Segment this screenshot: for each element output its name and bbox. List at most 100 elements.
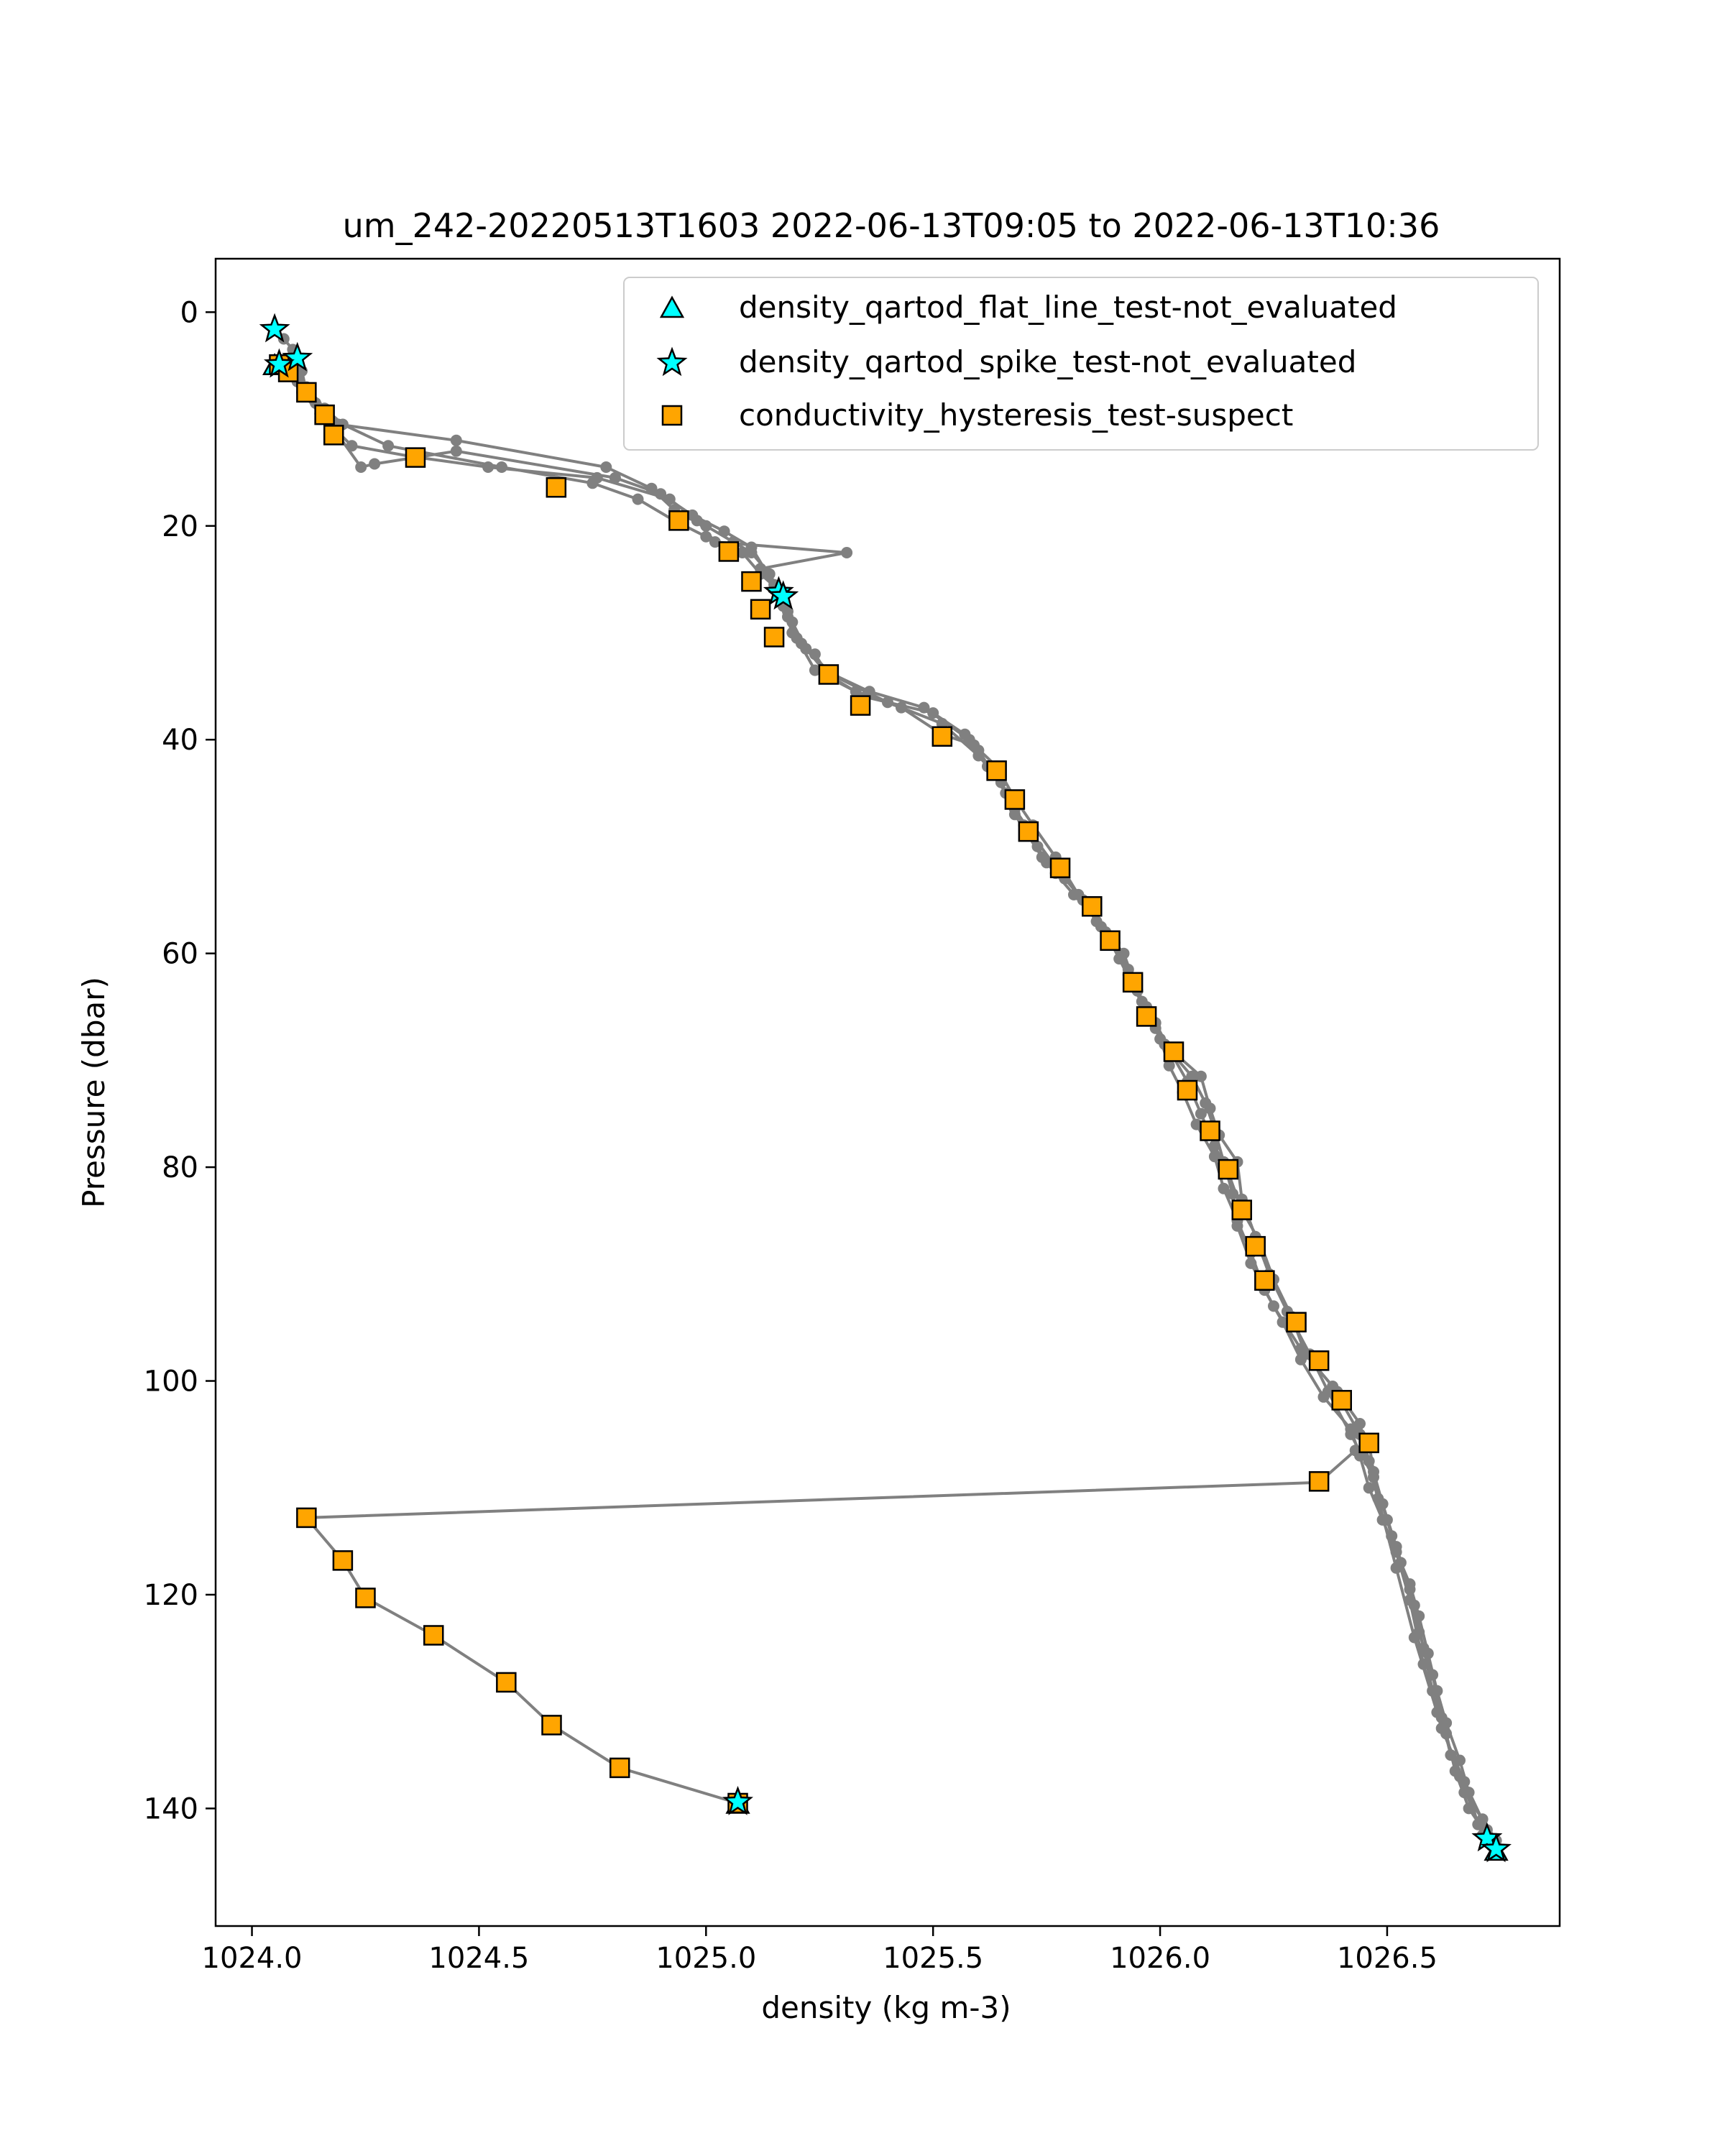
profile-point <box>1435 1722 1448 1734</box>
hysteresis-test-marker <box>1177 1079 1198 1101</box>
spike-test-marker <box>768 580 799 610</box>
spike-test-marker <box>263 348 295 378</box>
profile-point <box>346 440 358 452</box>
y-tick-label: 120 <box>144 1579 198 1612</box>
legend-triangle-marker <box>659 295 685 318</box>
profile-point <box>1413 1610 1425 1622</box>
profile-point <box>1276 1316 1289 1328</box>
hysteresis-test-marker <box>1049 857 1071 878</box>
hysteresis-test-marker <box>296 382 317 403</box>
profile-point <box>1268 1300 1279 1312</box>
y-tick-label: 60 <box>162 938 198 971</box>
profile-point <box>850 686 862 698</box>
hysteresis-test-marker <box>1245 1235 1266 1257</box>
legend: density_qartod_flat_line_test-not_evalua… <box>623 277 1539 451</box>
profile-point <box>809 664 821 676</box>
hysteresis-test-marker <box>1286 1312 1307 1332</box>
chart-title: um_242-20220513T1603 2022-06-13T09:05 to… <box>343 206 1440 245</box>
hysteresis-test-marker <box>423 1625 444 1646</box>
profile-point <box>591 471 603 484</box>
hysteresis-test-marker <box>932 726 953 747</box>
profile-point <box>1417 1658 1430 1670</box>
profile-point <box>1190 1118 1202 1130</box>
profile-point <box>1349 1445 1361 1457</box>
legend-star-marker <box>656 346 688 377</box>
axes-frame <box>214 257 1561 1927</box>
profile-point <box>709 536 721 548</box>
y-tick-label: 100 <box>144 1365 198 1399</box>
x-axis: 1024.0 1024.5 1025.0 1025.5 1026.0 1026.5 <box>202 1926 1438 1975</box>
profile-point <box>1227 1188 1239 1200</box>
hysteresis-test-marker <box>763 627 785 648</box>
profile-point <box>1463 1802 1475 1815</box>
profile-point <box>1300 1348 1312 1360</box>
profile-point <box>1095 921 1107 933</box>
x-tick-label: 1025.0 <box>656 1942 756 1975</box>
hysteresis-test-marker <box>750 599 771 620</box>
hysteresis-test-marker <box>496 1672 517 1693</box>
profile-point <box>1322 1386 1334 1398</box>
y-tick-label: 20 <box>162 510 198 543</box>
y-tick-label: 80 <box>162 1151 198 1184</box>
profile-point <box>700 530 712 543</box>
legend-square-marker <box>661 405 683 426</box>
x-tick-label: 1026.5 <box>1337 1942 1438 1975</box>
profile-point <box>841 547 853 558</box>
profile-point <box>1445 1749 1457 1761</box>
profile-point <box>896 701 907 714</box>
hysteresis-test-marker <box>405 447 426 468</box>
spike-test-marker <box>722 1785 753 1815</box>
profile-point <box>763 568 776 580</box>
hysteresis-test-marker <box>1254 1270 1275 1291</box>
profile-point <box>1204 1102 1216 1115</box>
profile-point <box>355 461 367 473</box>
profile-point <box>700 520 712 532</box>
profile-point <box>1476 1813 1489 1825</box>
profile-point <box>1031 840 1044 852</box>
profile-point <box>1363 1482 1375 1494</box>
profile-point <box>1363 1455 1375 1468</box>
y-tick-label: 140 <box>144 1792 198 1825</box>
legend-frame <box>623 277 1539 451</box>
profile-point <box>927 707 939 719</box>
hysteresis-test-marker <box>355 1588 376 1608</box>
profile-point <box>1345 1428 1357 1440</box>
profile-point <box>1390 1541 1402 1553</box>
hysteresis-test-marker <box>1018 821 1039 842</box>
profile-point <box>1041 857 1053 869</box>
profile-point <box>745 541 758 553</box>
profile-point <box>1376 1498 1389 1510</box>
x-tick-label: 1024.0 <box>202 1942 303 1975</box>
y-tick-label: 0 <box>180 296 198 329</box>
x-tick-label: 1026.0 <box>1110 1942 1210 1975</box>
profile-point <box>645 482 658 494</box>
profile-point <box>609 471 621 484</box>
profile-point <box>1195 1107 1207 1120</box>
profile-point <box>1208 1151 1220 1163</box>
hysteresis-test-marker <box>1100 930 1121 952</box>
profile-point <box>1454 1754 1466 1766</box>
hysteresis-test-marker <box>1122 972 1144 993</box>
x-tick-label: 1025.5 <box>883 1942 983 1975</box>
profile-point <box>1427 1669 1439 1681</box>
profile-point <box>1404 1594 1416 1606</box>
hysteresis-test-marker <box>850 695 871 716</box>
profile-point <box>600 461 612 473</box>
profile-point <box>1394 1557 1407 1569</box>
hysteresis-test-marker <box>546 477 567 498</box>
profile-point <box>1381 1514 1393 1526</box>
hysteresis-test-marker <box>1218 1158 1239 1180</box>
hysteresis-test-marker <box>986 760 1007 781</box>
profile-point <box>809 648 821 660</box>
profile-point <box>1386 1530 1398 1542</box>
profile-point <box>718 525 730 538</box>
y-axis: 0 20 40 60 80 100 120 140 <box>144 296 216 1825</box>
profile-point <box>736 547 748 558</box>
hysteresis-test-marker <box>1004 789 1026 810</box>
hysteresis-test-marker <box>668 510 689 531</box>
profile-point <box>496 461 507 473</box>
hysteresis-test-marker <box>718 541 740 562</box>
profile-point <box>1449 1765 1461 1777</box>
profile-point <box>1354 1418 1366 1429</box>
legend-label-hysteresis: conductivity_hysteresis_test-suspect <box>739 397 1293 433</box>
